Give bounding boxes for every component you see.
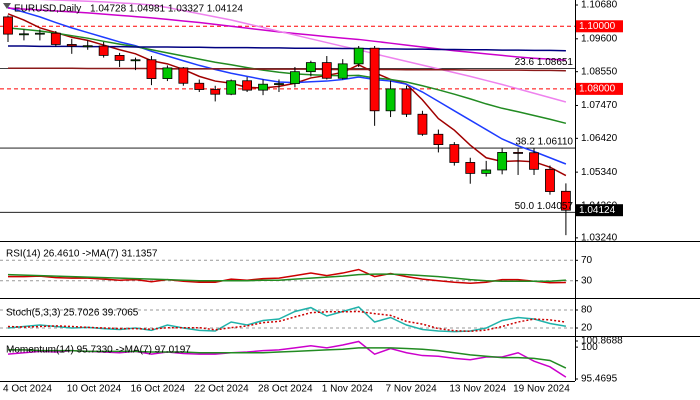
candle-body (321, 62, 332, 79)
candle-body (417, 113, 428, 135)
candle-body (449, 144, 460, 163)
plot-area (0, 306, 575, 333)
candle-body (114, 54, 125, 61)
candle-body (19, 33, 29, 36)
price-marker-box (576, 204, 623, 217)
level-label: 38.2 1.06110 (515, 137, 573, 148)
indicator-line (8, 268, 566, 285)
x-tick-label: 22 Oct 2024 (194, 384, 249, 395)
plot-area (7, 340, 567, 378)
y-tick-label: 80 (581, 305, 593, 316)
candle-body (385, 88, 396, 112)
candle-body (258, 83, 268, 91)
candle-body (369, 47, 380, 112)
indicator-line (36, 0, 567, 103)
indicator-line (8, 347, 567, 369)
x-tick-label: 19 Nov 2024 (513, 384, 570, 395)
level-label: 23.6 1.08651 (515, 57, 574, 68)
candle-body (98, 45, 109, 56)
indicator-line (7, 6, 567, 165)
candle-body (353, 47, 364, 65)
plot-area (0, 0, 575, 236)
panel-subtitle: 1.04728 1.04981 1.03327 1.04124 (90, 4, 243, 15)
y-tick-label: 70 (581, 255, 593, 266)
x-tick-label: 13 Nov 2024 (449, 384, 506, 395)
y-tick-label: 1.08550 (581, 66, 618, 77)
y-tick-label: 1.07470 (581, 100, 618, 111)
price-marker-label: 1.10000 (579, 21, 616, 32)
candle-body (162, 67, 173, 79)
y-tick-label: 20 (581, 323, 593, 334)
y-tick-label: 1.10680 (581, 0, 618, 11)
panel-frame (0, 0, 700, 382)
candle-body (433, 133, 444, 145)
indicator-line (7, 27, 567, 125)
symbol-icon (3, 3, 11, 9)
candle-body (561, 190, 571, 211)
candle-body (66, 44, 77, 47)
candle-body (242, 80, 253, 91)
candle-body (226, 80, 237, 95)
candle-body (401, 88, 412, 115)
price-marker-box (576, 20, 623, 33)
candle-body (3, 16, 13, 35)
indicator-line (7, 13, 567, 177)
candle-body (465, 162, 476, 174)
y-tick-label: 100.8688 (581, 336, 623, 347)
candle-body (210, 89, 221, 95)
level-label: 50.0 1.04057 (515, 201, 574, 212)
price-marker-label: 1.04124 (579, 205, 616, 216)
candle-body (50, 32, 61, 45)
candle-body (178, 67, 189, 84)
y-tick-label: 1.05340 (581, 167, 618, 178)
candle-body (82, 45, 93, 48)
x-tick-label: 1 Nov 2024 (322, 384, 374, 395)
plot-area (0, 259, 575, 285)
y-tick-label: 1.06420 (581, 133, 618, 144)
panel-title: Stoch(5,3,3) 25.7026 39.7065 (6, 308, 139, 319)
x-tick-label: 7 Nov 2024 (386, 384, 438, 395)
candle-body (305, 62, 316, 73)
y-tick-label: 30 (581, 275, 593, 286)
y-tick-label: 1.03240 (581, 233, 618, 244)
candle-body (130, 59, 141, 62)
y-tick-label: 95.4695 (581, 374, 618, 385)
indicator-line (8, 67, 566, 72)
panel-title: Momentum(14) 95.7330 ->MA(7) 97.0197 (6, 345, 191, 356)
x-tick-label: 28 Oct 2024 (258, 384, 313, 395)
panel-title: EURUSD,Daily (14, 4, 81, 15)
panel-title: RSI(14) 26.4610 ->MA(7) 31.1357 (6, 249, 158, 260)
x-tick-label: 10 Oct 2024 (67, 384, 122, 395)
candle-body (146, 59, 157, 79)
price-marker-label: 1.08000 (579, 84, 616, 95)
candle-body (545, 168, 555, 192)
candle-body (529, 152, 539, 170)
indicator-line (7, 273, 566, 282)
indicator-line (7, 310, 567, 333)
candle-body (274, 83, 284, 85)
x-tick-label: 16 Oct 2024 (131, 384, 186, 395)
y-tick-label: 100 (581, 342, 598, 353)
y-tick-label: 1.09600 (581, 33, 618, 44)
candle-body (290, 71, 300, 84)
candle-body (481, 169, 492, 174)
price-marker-box (576, 82, 623, 95)
candle-body (497, 152, 508, 171)
candle-body (513, 152, 523, 154)
candle-body (194, 82, 205, 90)
candle-body (337, 63, 348, 79)
x-tick-label: 4 Oct 2024 (3, 384, 52, 395)
candle-body (34, 32, 45, 35)
